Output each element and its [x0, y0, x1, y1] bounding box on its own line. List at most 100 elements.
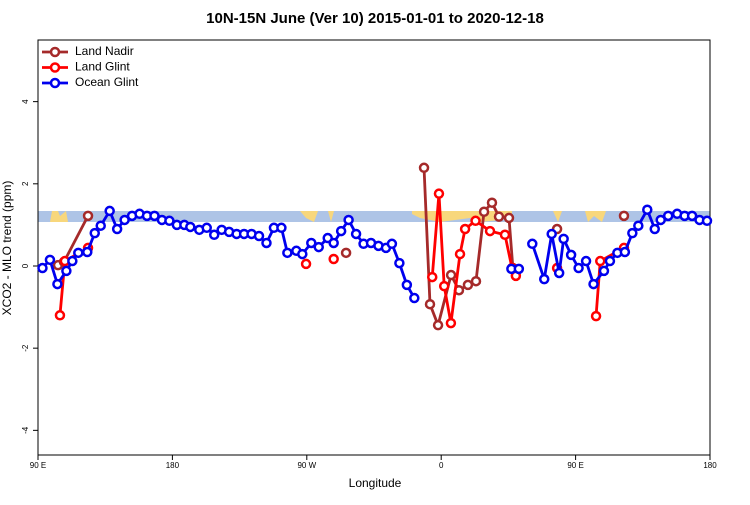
data-point: [573, 262, 584, 274]
data-point: [306, 237, 317, 249]
data-point: [565, 249, 577, 261]
data-point: [201, 222, 212, 234]
data-point: [426, 271, 438, 283]
data-point: [459, 223, 471, 235]
data-point: [701, 215, 713, 227]
y-axis-label: XCO2 - MLO trend (ppm): [0, 181, 14, 316]
data-point: [409, 292, 420, 304]
data-point: [538, 273, 550, 285]
data-point: [649, 223, 660, 235]
legend-label: Land Nadir: [75, 44, 134, 58]
data-point: [185, 221, 196, 233]
data-point: [433, 188, 445, 199]
x-tick-label: 90 E: [567, 461, 583, 470]
x-axis-label: Longitude: [349, 476, 402, 490]
data-point: [67, 255, 78, 267]
data-point: [261, 237, 272, 249]
y-tick-label: -2: [21, 344, 30, 352]
x-tick-label: 180: [703, 461, 717, 470]
data-point: [119, 214, 130, 226]
data-point: [546, 228, 557, 240]
data-point: [350, 228, 362, 240]
data-point: [282, 247, 293, 259]
data-point: [328, 253, 339, 265]
data-point: [394, 257, 405, 269]
data-point: [454, 248, 466, 260]
data-point: [470, 275, 482, 287]
data-point: [44, 254, 56, 266]
data-point: [313, 241, 324, 253]
data-point: [253, 230, 265, 242]
data-point: [553, 267, 565, 279]
data-point: [82, 246, 93, 258]
data-point: [655, 214, 666, 226]
data-point: [493, 211, 505, 222]
data-point: [300, 258, 312, 270]
data-point: [590, 310, 602, 322]
y-tick-label: 2: [21, 181, 30, 186]
data-point: [335, 225, 347, 237]
data-point: [527, 238, 538, 250]
data-point: [642, 204, 653, 215]
x-tick-label: 180: [166, 461, 180, 470]
legend-label: Land Glint: [75, 60, 130, 74]
legend-marker: [49, 62, 61, 73]
data-point: [462, 279, 474, 291]
data-point: [627, 227, 638, 239]
data-point: [619, 246, 631, 258]
data-point: [340, 247, 352, 259]
data-point: [95, 220, 106, 231]
data-point: [618, 210, 630, 222]
data-point: [82, 210, 94, 222]
data-point: [588, 278, 599, 290]
data-point: [598, 265, 610, 277]
data-point: [343, 214, 354, 226]
data-point: [164, 215, 175, 227]
data-point: [328, 237, 339, 249]
legend-label: Ocean Glint: [75, 75, 139, 89]
y-tick-label: 4: [21, 99, 30, 104]
data-point: [604, 255, 616, 267]
series-line: [41, 206, 708, 299]
x-tick-label: 90 E: [30, 461, 46, 470]
data-point: [484, 225, 496, 237]
data-point: [432, 319, 444, 331]
y-tick-label: -4: [21, 426, 30, 434]
data-point: [297, 248, 308, 260]
data-point: [149, 210, 160, 222]
data-point: [686, 210, 698, 222]
data-point: [558, 233, 569, 245]
data-point: [418, 162, 430, 174]
data-point: [61, 265, 72, 277]
data-point: [54, 310, 66, 321]
y-tick-label: 0: [21, 263, 30, 268]
data-point: [662, 210, 674, 222]
data-point: [486, 197, 498, 208]
series-line: [58, 168, 624, 325]
plot-frame: [37, 39, 711, 456]
x-tick-label: 90 W: [297, 461, 316, 470]
data-point: [386, 238, 398, 250]
data-point: [478, 206, 490, 218]
legend-marker: [49, 77, 61, 89]
data-point: [52, 278, 63, 290]
data-point: [503, 212, 515, 224]
data-point: [37, 262, 48, 274]
data-point: [73, 247, 84, 259]
data-point: [401, 279, 413, 291]
data-point: [580, 255, 592, 267]
data-point: [89, 227, 100, 239]
chart-title: 10N-15N June (Ver 10) 2015-01-01 to 2020…: [206, 10, 544, 27]
data-point: [633, 220, 644, 231]
data-point: [208, 229, 220, 241]
x-tick-label: 0: [439, 461, 444, 470]
data-point: [111, 223, 123, 235]
legend-marker: [49, 46, 61, 58]
data-point: [499, 229, 511, 241]
data-point: [445, 317, 457, 329]
data-point: [470, 215, 481, 227]
data-point: [594, 255, 606, 267]
data-point: [438, 280, 450, 292]
data-point: [445, 269, 457, 281]
